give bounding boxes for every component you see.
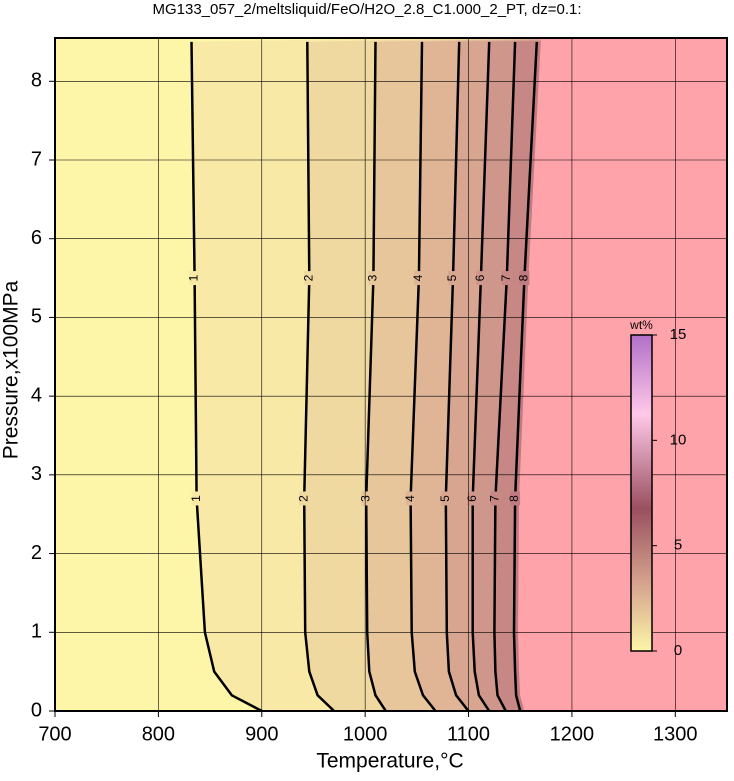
y-tick-label: 3 bbox=[31, 463, 42, 485]
y-tick-label: 4 bbox=[31, 384, 42, 406]
contour-label-bg bbox=[490, 491, 501, 506]
melt-region bbox=[518, 38, 727, 711]
contour-label: 7 bbox=[488, 495, 502, 502]
contour-label: 5 bbox=[445, 274, 459, 281]
y-tick-label: 8 bbox=[31, 70, 42, 92]
y-axis-label: Pressure,x100MPa bbox=[0, 280, 23, 459]
contour-label-bg bbox=[510, 491, 521, 506]
contour-label-bg bbox=[475, 271, 486, 286]
contour-label: 5 bbox=[438, 495, 452, 502]
x-tick-label: 700 bbox=[38, 723, 71, 745]
y-tick-label: 2 bbox=[31, 542, 42, 564]
contour-label-bg bbox=[304, 271, 315, 286]
contour-label: 4 bbox=[403, 495, 417, 502]
contour-label-bg bbox=[413, 271, 424, 286]
contour-label-bg bbox=[440, 491, 451, 506]
colorbar-tick-label: 5 bbox=[674, 537, 682, 554]
contour-label: 8 bbox=[507, 495, 521, 502]
contour-label-bg bbox=[448, 271, 459, 286]
chart-title: MG133_057_2/meltsliquid/FeO/H2O_2.8_C1.0… bbox=[152, 1, 581, 18]
x-tick-label: 1200 bbox=[550, 723, 595, 745]
plot-area: 1122334455667788 bbox=[55, 38, 727, 711]
contour-label-bg bbox=[519, 271, 530, 286]
colorbar-tick-label: 15 bbox=[670, 326, 687, 343]
overlay: 700 800 900 1000 1100 1200 1300012345678wt%051… bbox=[31, 37, 728, 745]
colorbar-tick-label: 10 bbox=[670, 431, 687, 448]
contour-label: 6 bbox=[473, 274, 487, 281]
contour-label: 6 bbox=[465, 495, 479, 502]
contour-label: 2 bbox=[301, 274, 315, 281]
x-tick-label: 1000 bbox=[343, 723, 388, 745]
contour-label-bg bbox=[368, 271, 379, 286]
plot-frame bbox=[54, 37, 728, 712]
x-tick-label: 900 bbox=[245, 723, 278, 745]
contour-label-bg bbox=[361, 491, 372, 506]
contour-label: 1 bbox=[187, 274, 201, 281]
contour-label: 2 bbox=[296, 495, 310, 502]
colorbar-tick-label: 0 bbox=[674, 642, 682, 659]
contour-label-bg bbox=[191, 491, 202, 506]
y-tick-label: 6 bbox=[31, 227, 42, 249]
contour-label-bg bbox=[189, 271, 200, 286]
contour-label-bg bbox=[299, 491, 310, 506]
contour-label: 3 bbox=[366, 274, 380, 281]
x-tick-label: 1100 bbox=[447, 723, 490, 745]
x-tick-label: 800 bbox=[142, 723, 175, 745]
contour-label: 1 bbox=[189, 495, 203, 502]
colorbar-label: wt% bbox=[629, 318, 653, 332]
contour-label-bg bbox=[501, 271, 512, 286]
colorbar bbox=[630, 334, 653, 652]
x-axis-label: Temperature,°C bbox=[316, 750, 463, 773]
y-tick-label: 7 bbox=[31, 148, 42, 170]
y-tick-label: 5 bbox=[31, 306, 42, 328]
contour-label-bg bbox=[467, 491, 478, 506]
contour-label: 4 bbox=[411, 274, 425, 281]
y-tick-label: 0 bbox=[31, 699, 42, 721]
contour-label-bg bbox=[405, 491, 416, 506]
contour-label: 8 bbox=[517, 274, 531, 281]
y-tick-label: 1 bbox=[31, 621, 42, 643]
x-tick-label: 1300 bbox=[653, 723, 698, 745]
contour-label: 7 bbox=[499, 274, 513, 281]
